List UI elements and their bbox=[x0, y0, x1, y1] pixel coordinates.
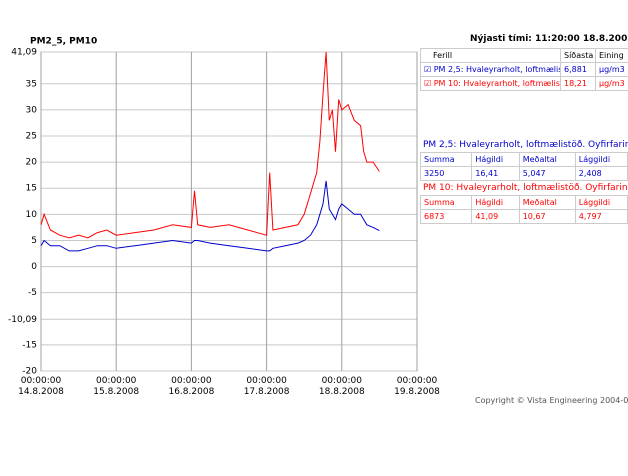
stat-value: 3250 bbox=[419, 166, 473, 181]
chart-title: PM2_5, PM10 bbox=[30, 37, 97, 47]
x-tick-label: 00:00:00 17.8.2008 bbox=[243, 376, 290, 397]
stat-value: 4,797 bbox=[574, 209, 628, 224]
y-tick-label: -20 bbox=[22, 367, 37, 377]
y-tick-label: 20 bbox=[26, 158, 38, 168]
last-value: 18,21 bbox=[560, 76, 596, 91]
stats-title: PM 2,5: Hvaleyrarholt, loftmælistöð. Óyf… bbox=[423, 140, 628, 150]
unit: μg/m3 bbox=[595, 76, 628, 91]
stat-value: 41,09 bbox=[471, 209, 520, 224]
legend-table: Ferill Síðasta Eining ☑ PM 2,5: Hvaleyrarh… bbox=[420, 48, 628, 91]
row: Summa Hágildi Meðaltal Lággildi bbox=[419, 152, 628, 167]
header: Hágildi bbox=[471, 152, 520, 167]
x-tick-label: 00:00:00 14.8.2008 bbox=[18, 376, 64, 397]
y-tick-label: 30 bbox=[26, 105, 38, 115]
plot-area bbox=[40, 51, 418, 372]
y-tick-label: -15 bbox=[22, 340, 37, 350]
y-tick-label: -10,09 bbox=[8, 315, 37, 325]
stat-value: 5,047 bbox=[518, 166, 576, 181]
header: Meðaltal bbox=[518, 195, 576, 210]
y-tick-label: 5 bbox=[31, 236, 37, 246]
header: Lággildi bbox=[574, 152, 628, 167]
unit: μg/m3 bbox=[595, 62, 628, 77]
y-tick-label: -5 bbox=[28, 288, 37, 298]
stats-table: Summa Hágildi Meðaltal Lággildi 6873 41,09 10,… bbox=[419, 195, 628, 224]
latest-time: Nýjasti tími: 11:20:00 18.8.2008 bbox=[470, 34, 628, 44]
header: Meðaltal bbox=[518, 152, 576, 167]
header: Summa bbox=[419, 195, 473, 210]
stat-value: 10,67 bbox=[518, 209, 576, 224]
legend-name: PM 2,5: Hvaleyrarholt, loftmælistöð. - bbox=[433, 65, 560, 74]
stats-table: Summa Hágildi Meðaltal Lággildi 3250 16,41 5,0… bbox=[419, 152, 628, 181]
last-value: 6,881 bbox=[560, 62, 596, 77]
header: Eining bbox=[595, 48, 628, 63]
y-tick-label: 35 bbox=[26, 79, 37, 89]
y-tick-label: 15 bbox=[26, 184, 37, 194]
header: Ferill bbox=[420, 48, 561, 63]
header: Summa bbox=[419, 152, 473, 167]
x-tick-label: 00:00:00 18.8.2008 bbox=[318, 376, 365, 397]
legend-entry[interactable]: ☑ PM 2,5: Hvaleyrarholt, loftmælistöð. - bbox=[420, 62, 561, 77]
copyright: Copyright © Vista Engineering 2004-08 bbox=[475, 396, 628, 405]
stats-title: PM 10: Hvaleyrarholt, loftmælistöð. Óyfi… bbox=[423, 183, 628, 193]
y-tick-label: 41,09 bbox=[11, 48, 37, 58]
stat-value: 6873 bbox=[419, 209, 473, 224]
row: 6873 41,09 10,67 4,797 bbox=[419, 209, 628, 224]
x-tick-label: 00:00:00 19.8.2008 bbox=[394, 376, 440, 397]
x-tick-label: 00:00:00 16.8.2008 bbox=[168, 376, 215, 397]
header: Hágildi bbox=[471, 195, 520, 210]
y-tick-label: 0 bbox=[31, 262, 37, 272]
header: Síðasta bbox=[560, 48, 596, 63]
row: 3250 16,41 5,047 2,408 bbox=[419, 166, 628, 181]
series-line bbox=[40, 51, 380, 239]
y-tick-label: 25 bbox=[26, 132, 37, 142]
row: Summa Hágildi Meðaltal Lággildi bbox=[419, 195, 628, 210]
y-tick-label: 10 bbox=[26, 210, 38, 220]
stat-value: 2,408 bbox=[574, 166, 628, 181]
x-tick-label: 00:00:00 15.8.2008 bbox=[93, 376, 140, 397]
series-line bbox=[40, 180, 380, 252]
legend-name: PM 10: Hvaleyrarholt, loftmælistöð. - bbox=[433, 79, 560, 88]
legend-entry[interactable]: ☑ PM 10: Hvaleyrarholt, loftmælistöð. - bbox=[420, 76, 561, 91]
header: Lággildi bbox=[574, 195, 628, 210]
stat-value: 16,41 bbox=[471, 166, 520, 181]
